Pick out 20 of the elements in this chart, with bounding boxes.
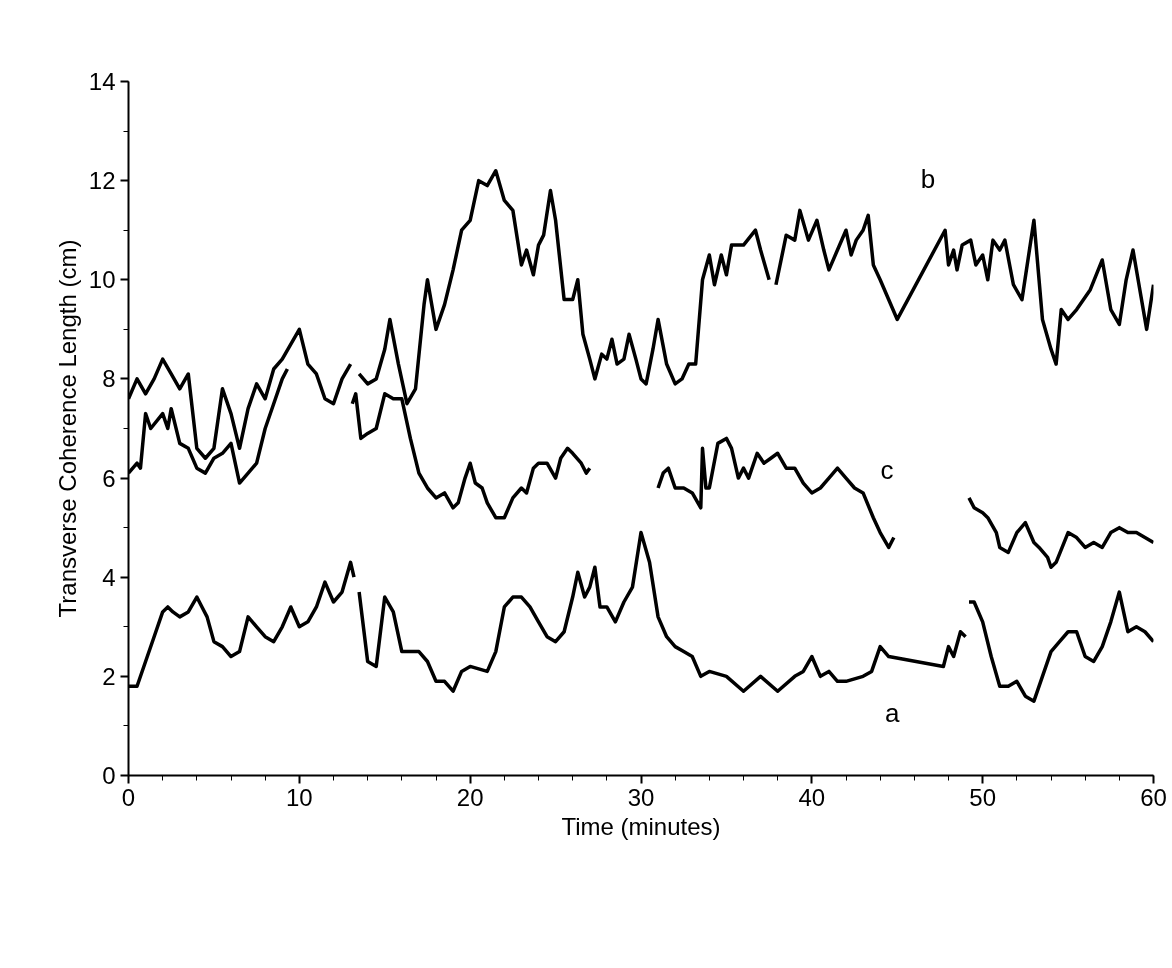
series-label: a bbox=[884, 698, 900, 729]
x-tick-label: 40 bbox=[798, 783, 826, 811]
y-tick-label: 8 bbox=[102, 365, 116, 393]
y-tick-label: 14 bbox=[88, 68, 116, 95]
x-tick-label: 30 bbox=[627, 783, 655, 811]
y-tick-label: 4 bbox=[102, 563, 116, 591]
y-tick-label: 6 bbox=[102, 464, 116, 492]
y-tick-label: 2 bbox=[102, 662, 116, 690]
series-label: c bbox=[880, 455, 894, 486]
x-tick-label: 60 bbox=[1140, 783, 1167, 811]
x-tick-label: 50 bbox=[969, 783, 997, 811]
x-tick-label: 10 bbox=[285, 783, 313, 811]
x-tick-label: 0 bbox=[121, 783, 136, 811]
x-axis-title: Time (minutes) bbox=[561, 812, 721, 840]
y-axis-title: Transverse Coherence Length (cm) bbox=[53, 239, 81, 618]
y-tick-label: 12 bbox=[88, 167, 116, 195]
y-tick-label: 10 bbox=[88, 266, 116, 294]
y-tick-label: 0 bbox=[102, 762, 116, 789]
series-label: b bbox=[920, 163, 936, 194]
x-tick-label: 20 bbox=[456, 783, 484, 811]
